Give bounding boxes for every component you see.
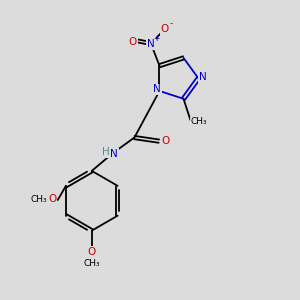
Text: CH₃: CH₃ [190, 117, 207, 126]
Text: O: O [161, 136, 169, 146]
Text: N: N [153, 85, 161, 94]
Text: N: N [110, 149, 118, 159]
Text: O: O [160, 24, 169, 34]
Text: O: O [48, 194, 56, 204]
Text: H: H [103, 147, 110, 157]
Text: CH₃: CH₃ [83, 259, 100, 268]
Text: +: + [153, 34, 160, 43]
Text: O: O [128, 37, 137, 47]
Text: N: N [199, 72, 207, 82]
Text: -: - [169, 19, 173, 28]
Text: N: N [147, 39, 155, 49]
Text: CH₃: CH₃ [31, 195, 47, 204]
Text: O: O [88, 247, 96, 257]
